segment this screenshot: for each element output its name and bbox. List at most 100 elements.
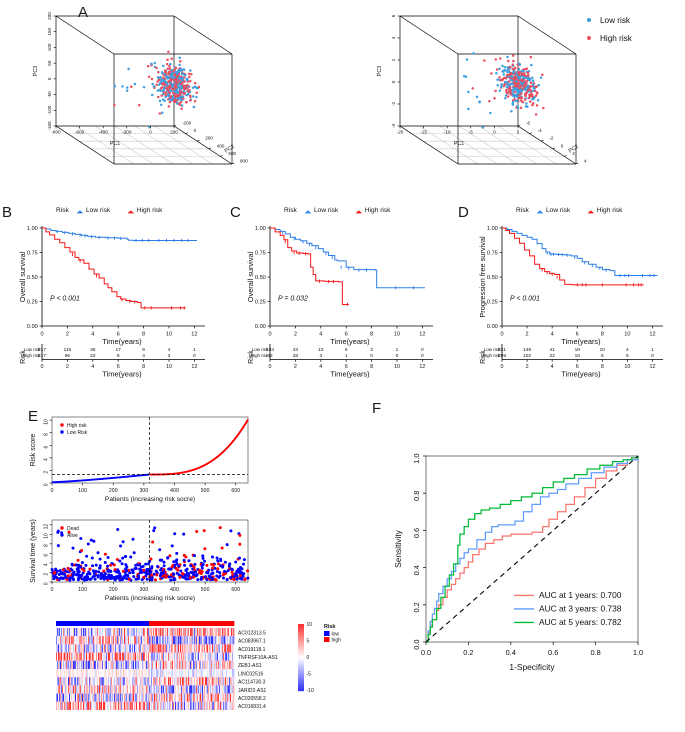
svg-text:-4: -4: [391, 124, 396, 129]
svg-text:high: high: [332, 637, 342, 643]
svg-text:6: 6: [117, 364, 120, 370]
svg-text:0: 0: [651, 353, 654, 359]
svg-text:8: 8: [142, 332, 145, 338]
svg-text:1: 1: [396, 347, 399, 353]
svg-text:Patients (increasing risk socr: Patients (increasing risk socre): [105, 496, 195, 503]
svg-text:0.50: 0.50: [487, 275, 498, 281]
svg-text:2: 2: [391, 58, 396, 61]
svg-text:-2: -2: [391, 102, 396, 107]
svg-text:4: 4: [44, 563, 50, 566]
svg-text:Low risk: Low risk: [314, 207, 339, 214]
svg-text:Dead: Dead: [67, 526, 79, 532]
svg-text:13: 13: [318, 347, 324, 353]
svg-text:-400: -400: [99, 130, 109, 135]
svg-text:0: 0: [307, 655, 310, 661]
svg-text:Low risk: Low risk: [86, 207, 111, 214]
svg-text:0: 0: [51, 488, 54, 494]
svg-text:-200: -200: [122, 130, 132, 135]
svg-text:9: 9: [117, 353, 120, 359]
svg-text:P < 0.001: P < 0.001: [510, 296, 540, 303]
svg-text:1-Specificity: 1-Specificity: [509, 662, 555, 672]
svg-text:AC016831.4: AC016831.4: [238, 704, 266, 710]
svg-text:Time(years): Time(years): [561, 337, 600, 346]
svg-text:5: 5: [517, 130, 520, 135]
svg-text:Time(years): Time(years): [330, 370, 369, 379]
svg-text:Risk: Risk: [516, 207, 530, 214]
svg-text:P < 0.001: P < 0.001: [50, 296, 80, 303]
svg-text:4: 4: [44, 458, 50, 461]
svg-text:0.0: 0.0: [421, 648, 431, 657]
panel-a-label: A: [78, 4, 89, 21]
svg-text:2: 2: [66, 364, 69, 370]
svg-text:0: 0: [41, 364, 44, 370]
svg-text:0: 0: [561, 143, 564, 148]
svg-text:AC020558.2: AC020558.2: [238, 696, 266, 702]
svg-text:Alive: Alive: [67, 533, 78, 539]
svg-text:0.00: 0.00: [487, 324, 498, 330]
svg-text:-600: -600: [75, 130, 85, 135]
svg-text:Risk: Risk: [248, 350, 255, 364]
svg-text:0.2: 0.2: [463, 648, 473, 657]
svg-text:AC019118.1: AC019118.1: [238, 647, 266, 653]
svg-text:0: 0: [47, 77, 52, 80]
svg-text:500: 500: [201, 587, 210, 593]
svg-text:High risk: High risk: [597, 207, 623, 214]
panel-f: F 0.0 0.2 0.4 0.6 0.8 1.0 0.0 0.2 0.4 0.6 0.8 1.0 1-…: [370, 392, 685, 732]
svg-text:12: 12: [649, 364, 655, 370]
svg-text:0: 0: [44, 582, 50, 585]
svg-text:-20: -20: [397, 130, 404, 135]
svg-text:2: 2: [294, 364, 297, 370]
svg-text:0: 0: [421, 347, 424, 353]
svg-text:-100: -100: [47, 105, 52, 115]
svg-text:100: 100: [78, 587, 87, 593]
svg-text:High risk: High risk: [251, 353, 269, 358]
panel-c: C Risk Low risk High risk 0.00 0.25 0.50 0.75 1…: [228, 198, 456, 392]
svg-text:6: 6: [345, 332, 348, 338]
svg-text:17: 17: [116, 347, 122, 353]
svg-text:6: 6: [345, 364, 348, 370]
svg-text:23: 23: [90, 353, 96, 359]
svg-text:1: 1: [345, 353, 348, 359]
svg-text:200: 200: [170, 130, 178, 135]
svg-text:High risk: High risk: [483, 353, 501, 358]
svg-text:Overall survival: Overall survival: [18, 251, 27, 302]
svg-text:12: 12: [419, 364, 425, 370]
svg-text:Sensitivity: Sensitivity: [393, 529, 403, 568]
svg-text:3: 3: [319, 353, 322, 359]
svg-text:8: 8: [370, 332, 373, 338]
svg-text:High risk: High risk: [365, 207, 391, 214]
svg-text:0: 0: [268, 332, 271, 338]
svg-text:116: 116: [64, 347, 72, 353]
svg-text:0: 0: [501, 364, 504, 370]
panel-b-label: B: [2, 204, 13, 221]
svg-text:8: 8: [601, 364, 604, 370]
svg-text:8: 8: [370, 364, 373, 370]
svg-text:10: 10: [166, 332, 172, 338]
svg-text:Risk: Risk: [20, 350, 27, 364]
svg-text:400: 400: [170, 488, 179, 494]
svg-text:1: 1: [651, 347, 654, 353]
svg-text:0.6: 0.6: [412, 528, 421, 538]
svg-text:0: 0: [421, 353, 424, 359]
svg-text:AUC at 1 years: 0.700: AUC at 1 years: 0.700: [539, 590, 622, 600]
svg-text:0: 0: [40, 332, 43, 338]
svg-text:5: 5: [307, 639, 310, 645]
svg-text:0.8: 0.8: [590, 648, 600, 657]
svg-text:6: 6: [601, 353, 604, 359]
svg-text:Time(years): Time(years): [330, 337, 369, 346]
svg-text:200: 200: [47, 12, 52, 20]
svg-text:8: 8: [142, 364, 145, 370]
panel-b-km-plot: Risk Low risk High risk0.000.250.500.751.0…: [18, 207, 205, 379]
svg-text:AUC at 3 years: 0.738: AUC at 3 years: 0.738: [539, 604, 622, 614]
svg-text:0.4: 0.4: [412, 565, 421, 575]
svg-text:10: 10: [600, 347, 606, 353]
svg-text:0.8: 0.8: [412, 491, 421, 501]
svg-text:Time(years): Time(years): [102, 370, 141, 379]
svg-text:4: 4: [319, 364, 322, 370]
svg-text:0.25: 0.25: [255, 300, 266, 306]
svg-text:6: 6: [44, 445, 50, 448]
svg-text:0.75: 0.75: [487, 251, 498, 257]
svg-text:800: 800: [240, 159, 248, 164]
panel-e: E 0 2 4 6 8 10 0 100 200 300 400 500 600 Patients (in…: [0, 392, 370, 732]
